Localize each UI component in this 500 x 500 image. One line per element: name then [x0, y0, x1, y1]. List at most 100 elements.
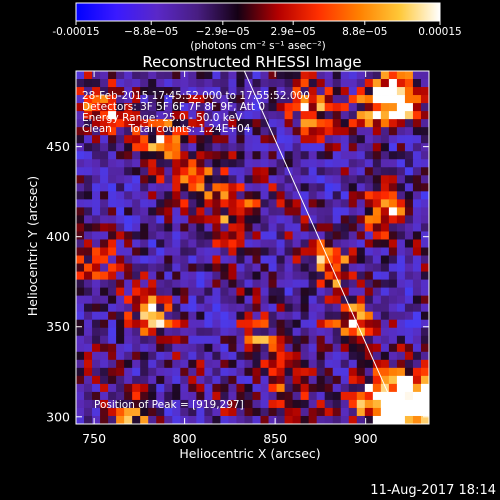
- heatmap-cell: [292, 79, 302, 88]
- heatmap-cell: [244, 383, 253, 393]
- heatmap-cell: [412, 391, 422, 401]
- heatmap-cell: [92, 375, 101, 385]
- heatmap-cell: [340, 143, 350, 152]
- heatmap-cell: [196, 127, 205, 136]
- heatmap-cell: [76, 143, 85, 152]
- heatmap-cell: [396, 399, 406, 409]
- heatmap-cell: [340, 295, 350, 305]
- heatmap-cell: [244, 247, 253, 256]
- heatmap-cell: [356, 167, 366, 176]
- heatmap-cell: [412, 255, 422, 264]
- heatmap-cell: [172, 255, 181, 264]
- heatmap-cell: [180, 367, 189, 377]
- heatmap-cell: [76, 223, 85, 232]
- heatmap-cell: [92, 303, 101, 313]
- heatmap-cell: [340, 223, 350, 232]
- heatmap-cell: [204, 199, 213, 208]
- heatmap-cell: [268, 295, 277, 305]
- heatmap-cell: [356, 399, 366, 409]
- heatmap-cell: [268, 383, 277, 393]
- heatmap-cell: [84, 119, 93, 128]
- heatmap-cell: [116, 279, 125, 289]
- heatmap-cell: [316, 415, 326, 424]
- heatmap-cell: [332, 143, 342, 152]
- heatmap-cell: [388, 79, 398, 88]
- heatmap-cell: [388, 119, 398, 128]
- heatmap-cell: [236, 263, 245, 272]
- x-tick-label: 850: [263, 431, 287, 446]
- heatmap-cell: [292, 87, 302, 96]
- heatmap-cell: [212, 95, 221, 104]
- heatmap-cell: [212, 231, 221, 240]
- heatmap-cell: [348, 95, 358, 104]
- heatmap-cell: [340, 367, 350, 377]
- heatmap-cell: [220, 79, 229, 88]
- heatmap-cell: [228, 71, 237, 80]
- heatmap-cell: [260, 231, 269, 240]
- heatmap-cell: [180, 167, 189, 176]
- heatmap-cell: [124, 255, 133, 264]
- heatmap-cell: [300, 111, 310, 120]
- heatmap-cell: [220, 127, 229, 136]
- heatmap-cell: [220, 215, 229, 224]
- heatmap-cell: [124, 215, 133, 224]
- heatmap-cell: [308, 319, 318, 329]
- colorbar-unit-label: (photons cm⁻² s⁻¹ asec⁻²): [190, 40, 325, 52]
- heatmap-cell: [356, 103, 366, 112]
- heatmap-cell: [228, 143, 237, 152]
- heatmap-cell: [300, 239, 310, 248]
- heatmap-cell: [356, 159, 366, 168]
- heatmap-cell: [308, 223, 318, 232]
- heatmap-cell: [404, 263, 414, 272]
- annotation-peak-position: Position of Peak = [919,297]: [94, 399, 244, 411]
- heatmap-cell: [404, 255, 414, 264]
- heatmap-cell: [172, 71, 181, 80]
- heatmap-cell: [108, 151, 117, 160]
- heatmap-cell: [84, 255, 93, 264]
- heatmap-cell: [84, 247, 93, 256]
- heatmap-cell: [292, 335, 302, 345]
- heatmap-cell: [188, 87, 197, 96]
- heatmap-cell: [180, 95, 189, 104]
- heatmap-cell: [148, 343, 157, 353]
- heatmap-cell: [156, 183, 165, 192]
- heatmap-cell: [124, 279, 133, 289]
- heatmap-cell: [132, 279, 141, 289]
- heatmap-cell: [396, 271, 406, 280]
- heatmap-cell: [380, 327, 390, 337]
- heatmap-cell: [244, 199, 253, 208]
- heatmap-cell: [172, 303, 181, 313]
- heatmap-cell: [204, 167, 213, 176]
- heatmap-cell: [140, 151, 149, 160]
- heatmap-cell: [204, 183, 213, 192]
- heatmap-cell: [388, 87, 398, 96]
- heatmap-cell: [380, 215, 390, 224]
- heatmap-cell: [84, 311, 93, 321]
- heatmap-cell: [388, 263, 398, 272]
- heatmap-cell: [212, 391, 221, 401]
- heatmap-cell: [92, 135, 101, 144]
- heatmap-cell: [84, 335, 93, 345]
- heatmap-cell: [404, 167, 414, 176]
- heatmap-cell: [124, 327, 133, 337]
- heatmap-cell: [284, 183, 294, 192]
- heatmap-cell: [212, 263, 221, 272]
- heatmap-cell: [300, 311, 310, 321]
- heatmap-cell: [332, 79, 342, 88]
- heatmap-cell: [420, 367, 429, 377]
- heatmap-cell: [244, 175, 253, 184]
- heatmap-cell: [268, 215, 277, 224]
- y-axis-label: Heliocentric Y (arcsec): [25, 176, 40, 316]
- heatmap-cell: [276, 191, 285, 200]
- heatmap-cell: [364, 79, 374, 88]
- heatmap-cell: [92, 343, 101, 353]
- heatmap-cell: [292, 375, 302, 385]
- heatmap-cell: [116, 175, 125, 184]
- heatmap-cell: [276, 335, 285, 345]
- heatmap-cell: [260, 271, 269, 280]
- heatmap-cell: [412, 295, 422, 305]
- heatmap-cell: [388, 375, 398, 385]
- heatmap-cell: [212, 367, 221, 377]
- heatmap-cell: [284, 303, 294, 313]
- heatmap-cell: [196, 375, 205, 385]
